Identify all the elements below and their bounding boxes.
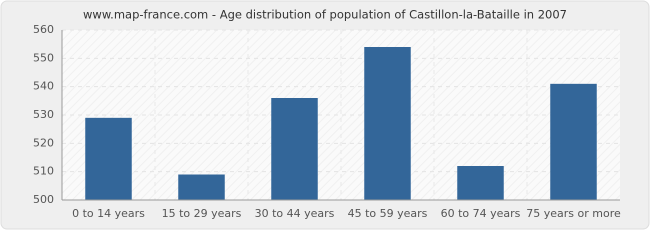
- y-tick-label: 500: [33, 193, 54, 206]
- x-tick-label: 45 to 59 years: [348, 207, 428, 220]
- x-tick-label: 0 to 14 years: [72, 207, 145, 220]
- y-tick-label: 520: [33, 136, 54, 149]
- y-tick-label: 540: [33, 80, 54, 93]
- y-tick-label: 560: [33, 23, 54, 36]
- chart: www.map-france.com - Age distribution of…: [0, 0, 650, 230]
- bar: [364, 47, 411, 200]
- bar: [550, 83, 597, 200]
- y-tick-label: 530: [33, 108, 54, 121]
- x-tick-label: 60 to 74 years: [441, 207, 521, 220]
- bar: [85, 117, 132, 200]
- bar: [271, 98, 318, 200]
- x-tick-label: 15 to 29 years: [162, 207, 242, 220]
- x-tick-label: 75 years or more: [526, 207, 621, 220]
- bar: [457, 166, 504, 200]
- y-tick-label: 510: [33, 165, 54, 178]
- x-tick-label: 30 to 44 years: [255, 207, 335, 220]
- chart-title: www.map-france.com - Age distribution of…: [83, 8, 567, 22]
- y-tick-label: 550: [33, 51, 54, 64]
- bar: [178, 174, 225, 200]
